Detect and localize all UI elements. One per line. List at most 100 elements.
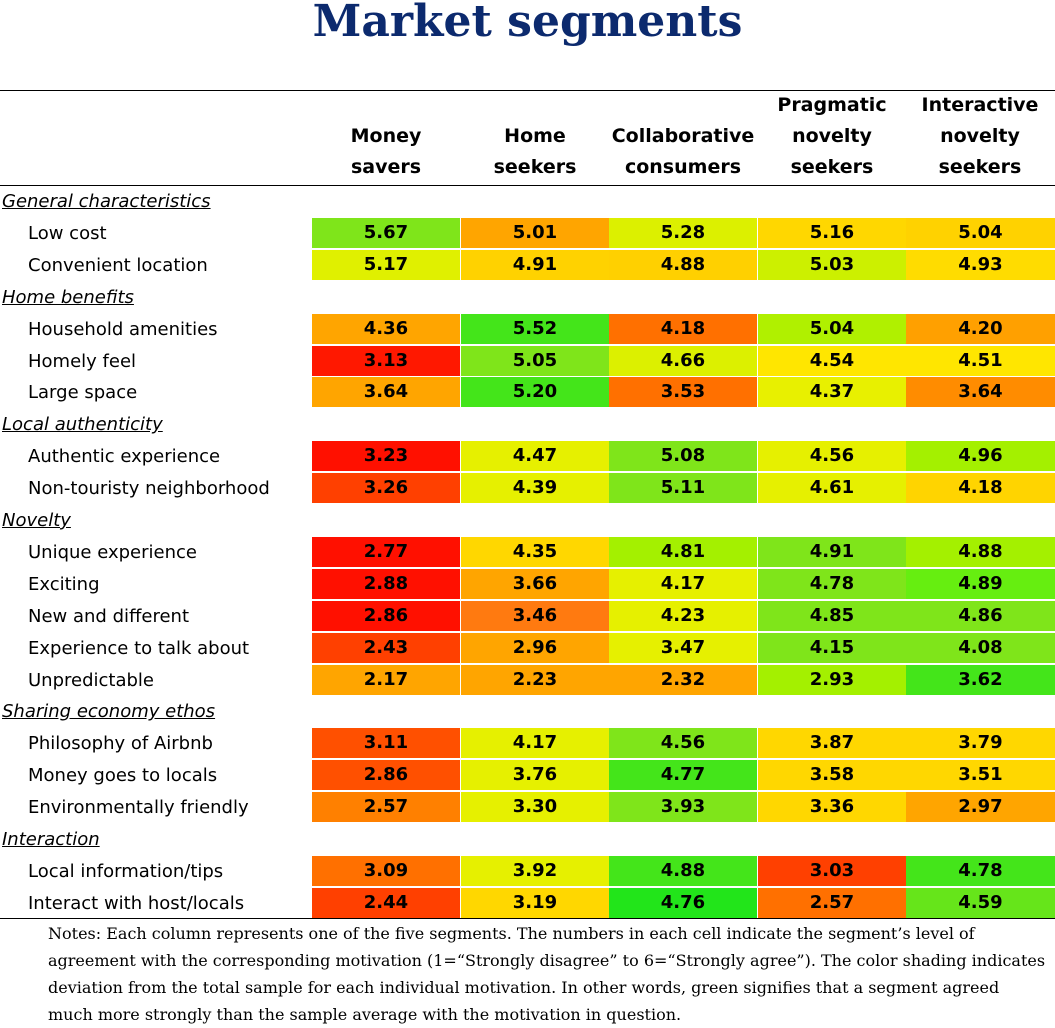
section-label: Interaction: [2, 829, 100, 850]
table-row: Environmentally friendly 2.57 3.30 3.93 3.36…: [0, 792, 1055, 824]
table-row: Local information/tips 3.09 3.92 4.88 3.03 4.…: [0, 855, 1055, 888]
heatmap-cell: 5.67: [312, 217, 460, 248]
table-row: Experience to talk about 2.43 2.96 3.47 4.15…: [0, 632, 1055, 665]
table-row: Household amenities 4.36 5.52 4.18 5.04 4.20: [0, 313, 1055, 346]
heatmap-cell: 2.77: [312, 536, 460, 567]
section-label: Sharing economy ethos: [2, 701, 216, 723]
heatmap-cell: 3.93: [609, 792, 757, 823]
heatmap-cell: 2.97: [906, 792, 1055, 823]
table-row: Exciting 2.88 3.66 4.17 4.78 4.89: [0, 568, 1055, 601]
heatmap-cell: 3.30: [461, 792, 609, 823]
heatmap-cell: 3.79: [906, 728, 1055, 759]
table-row: Low cost 5.67 5.01 5.28 5.16 5.04: [0, 217, 1055, 250]
heatmap-cell: 4.54: [758, 345, 906, 376]
table-row: Unpredictable 2.17 2.23 2.32 2.93 3.62: [0, 664, 1055, 697]
section-label: General characteristics: [2, 191, 211, 212]
heatmap-cell: 4.88: [609, 855, 757, 886]
row-label: Philosophy of Airbnb: [28, 733, 213, 755]
row-label: Homely feel: [28, 350, 137, 372]
chart-title: Market segments: [312, 0, 743, 47]
heatmap-cell: 3.62: [906, 664, 1055, 695]
top-rule: [0, 90, 1055, 91]
heatmap-cell: 3.46: [461, 600, 609, 631]
heatmap-cell: 4.17: [609, 568, 757, 599]
heatmap-cell: 4.56: [609, 728, 757, 759]
column-header-label: Collaborative consumers: [611, 125, 755, 178]
heatmap-cell: 3.53: [609, 377, 757, 408]
heatmap-cell: 4.96: [906, 441, 1055, 472]
heatmap-cell: 3.92: [461, 855, 609, 886]
table-row: Large space 3.64 5.20 3.53 4.37 3.64: [0, 377, 1055, 409]
heatmap-cell: 3.11: [312, 728, 460, 759]
section-row: Interaction: [0, 824, 1055, 856]
heatmap-cell: 4.66: [609, 345, 757, 376]
heatmap-cell: 3.13: [312, 345, 460, 376]
heatmap-cell: 4.78: [906, 855, 1055, 886]
section-label: Novelty: [2, 510, 71, 531]
row-label: Household amenities: [28, 318, 218, 340]
bottom-rule: [0, 918, 1055, 919]
row-label: Unique experience: [28, 541, 197, 563]
section-row: Sharing economy ethos: [0, 696, 1055, 728]
row-label: Interact with host/locals: [28, 892, 245, 914]
column-header: Interactive novelty seekers: [906, 90, 1054, 185]
section-row: Local authenticity: [0, 409, 1055, 441]
row-label: Unpredictable: [28, 669, 154, 691]
table-row: Unique experience 2.77 4.35 4.81 4.91 4.88: [0, 536, 1055, 569]
row-label: New and different: [28, 605, 190, 627]
section-row: General characteristics: [0, 186, 1055, 218]
table-row: Philosophy of Airbnb 3.11 4.17 4.56 3.87 3.79: [0, 728, 1055, 760]
heatmap-cell: 3.64: [312, 377, 460, 408]
section-row: Home benefits: [0, 282, 1055, 314]
heatmap-cell: 4.85: [758, 600, 906, 631]
heatmap-cell: 2.17: [312, 664, 460, 695]
heatmap-cell: 2.86: [312, 600, 460, 631]
heatmap-cell: 4.93: [906, 249, 1055, 280]
heatmap-cell: 4.20: [906, 313, 1055, 344]
heatmap-cell: 3.58: [758, 760, 906, 791]
row-label: Exciting: [28, 573, 100, 595]
heatmap-cell: 2.57: [758, 887, 906, 918]
heatmap-cell: 3.47: [609, 632, 757, 663]
header-rule: [0, 185, 1055, 186]
row-label: Environmentally friendly: [28, 797, 249, 819]
heatmap-cell: 2.23: [461, 664, 609, 695]
heatmap-cell: 4.77: [609, 760, 757, 791]
heatmap-cell: 4.89: [906, 568, 1055, 599]
row-label: Low cost: [28, 222, 107, 244]
column-header: Money savers: [312, 90, 460, 185]
heatmap-cell: 3.87: [758, 728, 906, 759]
column-header-label: Home seekers: [493, 125, 577, 178]
column-header: Pragmatic novelty seekers: [758, 90, 906, 185]
heatmap-cell: 3.23: [312, 441, 460, 472]
heatmap-cell: 5.16: [758, 217, 906, 248]
section-row: Novelty: [0, 505, 1055, 537]
table-row: Non-touristy neighborhood 3.26 4.39 5.11 4.6…: [0, 473, 1055, 505]
heatmap-cell: 5.17: [312, 249, 460, 280]
column-header-label: Pragmatic novelty seekers: [777, 94, 887, 178]
heatmap-cell: 4.76: [609, 887, 757, 918]
heatmap-cell: 5.04: [906, 217, 1055, 248]
table-row: Homely feel 3.13 5.05 4.66 4.54 4.51: [0, 345, 1055, 378]
heatmap-cell: 5.08: [609, 441, 757, 472]
heatmap-cell: 4.17: [461, 728, 609, 759]
heatmap-cell: 3.19: [461, 887, 609, 918]
heatmap-cell: 2.96: [461, 632, 609, 663]
column-header: Home seekers: [461, 90, 609, 185]
heatmap-cell: 4.88: [906, 536, 1055, 567]
table-row: Interact with host/locals 2.44 3.19 4.76 2.5…: [0, 887, 1055, 920]
heatmap-cell: 4.08: [906, 632, 1055, 663]
heatmap-cell: 2.43: [312, 632, 460, 663]
table-row: Convenient location 5.17 4.91 4.88 5.03 4.93: [0, 249, 1055, 282]
heatmap-cell: 5.01: [461, 217, 609, 248]
heatmap-cell: 5.28: [609, 217, 757, 248]
heatmap-cell: 4.39: [461, 473, 609, 504]
heatmap-cell: 4.56: [758, 441, 906, 472]
heatmap-cell: 3.66: [461, 568, 609, 599]
heatmap-cell: 4.18: [906, 473, 1055, 504]
heatmap-cell: 4.37: [758, 377, 906, 408]
heatmap-cell: 4.91: [461, 249, 609, 280]
heatmap-cell: 2.88: [312, 568, 460, 599]
heatmap-cell: 4.18: [609, 313, 757, 344]
heatmap-cell: 2.57: [312, 792, 460, 823]
